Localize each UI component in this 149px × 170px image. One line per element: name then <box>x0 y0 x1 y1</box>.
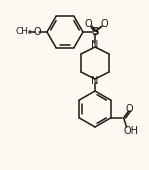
Text: O: O <box>84 19 92 29</box>
Text: O: O <box>33 27 41 37</box>
Text: O: O <box>126 104 133 114</box>
Text: N: N <box>91 40 99 50</box>
Text: OH: OH <box>123 126 138 136</box>
Text: O: O <box>100 19 108 29</box>
Text: CH₃: CH₃ <box>16 28 32 37</box>
Text: N: N <box>91 76 99 86</box>
Text: S: S <box>91 27 99 37</box>
